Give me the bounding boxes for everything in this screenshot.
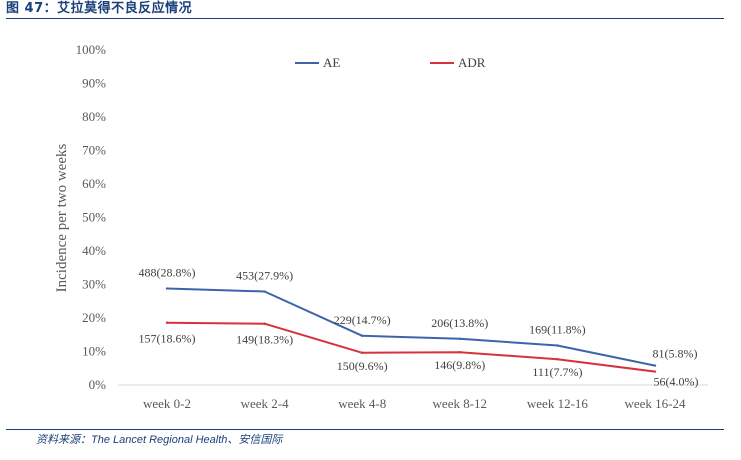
data-point-adr (263, 322, 266, 325)
y-axis-title: Incidence per two weeks (54, 143, 70, 292)
x-tick-label: week 2-4 (241, 396, 290, 411)
source-suffix: 、安信国际 (227, 433, 283, 446)
figure-title-text: 艾拉莫得不良反应情况 (57, 1, 193, 16)
data-label-adr: 157(18.6%) (139, 332, 196, 346)
data-point-ae (556, 344, 559, 347)
data-point-adr (653, 370, 657, 373)
y-tick-label: 100% (76, 42, 107, 57)
series-line-adr (166, 321, 656, 373)
data-label-ae: 229(14.7%) (334, 313, 391, 327)
source-prefix: 资料来源： (36, 433, 91, 446)
bottom-rule (6, 429, 724, 430)
y-tick-label: 70% (82, 143, 106, 158)
data-point-ae (653, 364, 657, 367)
top-rule (6, 18, 724, 19)
data-label-adr: 111(7.7%) (532, 365, 582, 379)
data-point-ae (458, 337, 461, 340)
data-label-adr: 150(9.6%) (337, 359, 388, 373)
legend-label-ae: AE (323, 55, 340, 70)
y-tick-label: 20% (82, 310, 106, 325)
data-label-ae: 206(13.8%) (431, 316, 488, 330)
data-point-ae (263, 290, 266, 293)
data-label-ae: 169(11.8%) (529, 322, 586, 336)
data-point-ae (165, 287, 169, 290)
data-label-adr: 146(9.8%) (434, 358, 485, 372)
data-point-ae (361, 334, 364, 337)
source-journal: The Lancet Regional Health (91, 434, 228, 446)
data-point-adr (458, 350, 461, 354)
x-tick-label: week 16-24 (624, 396, 686, 411)
line-chart: 0% 10% 20% 30% 40% 50% 60% 70% 80% 90% 100% week 0-… (54, 42, 708, 411)
data-point-adr (361, 351, 364, 355)
y-tick-label: 90% (82, 76, 106, 91)
data-label-ae: 453(27.9%) (236, 269, 293, 283)
data-label-ae: 488(28.8%) (139, 266, 196, 280)
x-tick-label: week 0-2 (143, 396, 191, 411)
y-tick-label: 80% (82, 109, 106, 124)
y-tick-label: 50% (82, 210, 106, 225)
data-label-ae: 81(5.8%) (653, 347, 698, 361)
series-line-ae (166, 287, 656, 367)
y-tick-label: 30% (82, 277, 106, 292)
figure-label: 图 47： (6, 1, 58, 16)
y-tick-label: 0% (89, 377, 107, 392)
source-note: 资料来源：The Lancet Regional Health、安信国际 (36, 432, 282, 448)
y-tick-label: 40% (82, 243, 106, 258)
x-tick-label: week 12-16 (527, 396, 589, 411)
x-tick-label: week 8-12 (433, 396, 488, 411)
y-tick-label: 60% (82, 176, 106, 191)
data-label-adr: 56(4.0%) (654, 375, 699, 389)
data-point-adr (165, 321, 169, 324)
data-point-adr (556, 358, 559, 361)
x-tick-label: week 4-8 (338, 396, 386, 411)
legend-label-adr: ADR (458, 55, 486, 70)
figure-title: 图 47：艾拉莫得不良反应情况 (6, 0, 192, 18)
data-label-adr: 149(18.3%) (236, 333, 293, 347)
y-tick-label: 10% (82, 344, 106, 359)
